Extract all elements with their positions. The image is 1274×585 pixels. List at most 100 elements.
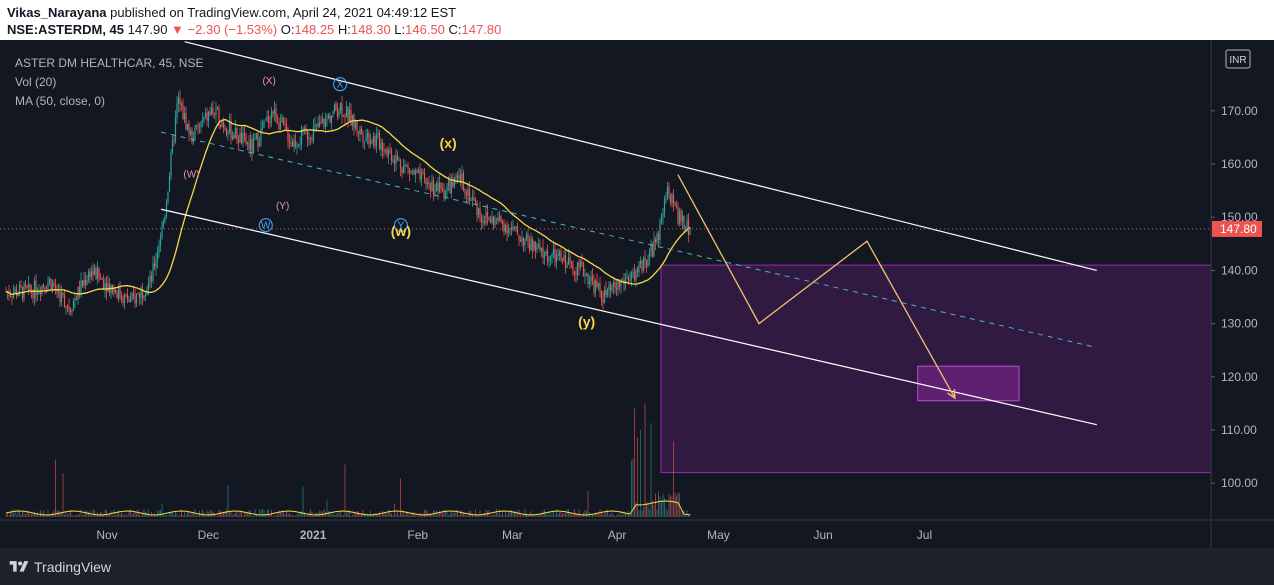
candle-body (218, 108, 220, 127)
tradingview-brand[interactable]: TradingView (8, 557, 111, 577)
candle-body (443, 190, 445, 197)
candle-body (35, 280, 37, 295)
volume-bar (227, 485, 229, 517)
volume-bar (593, 515, 595, 517)
channel-upper-line[interactable] (184, 41, 1097, 272)
candle-body (657, 233, 660, 240)
candle-body (149, 275, 151, 283)
volume-bar (440, 511, 442, 517)
volume-bar (359, 513, 361, 517)
projection-zone-box[interactable] (660, 264, 1212, 474)
candle-body (302, 128, 304, 131)
open-value: 148.25 (294, 22, 335, 37)
volume-bar (332, 511, 334, 517)
candle-body (513, 226, 516, 228)
candle-body (344, 115, 346, 118)
volume-bar (163, 514, 164, 517)
symbol-info: NSE:ASTERDM, 45 147.90 ▼ −2.30 (−1.53%) … (7, 21, 1267, 38)
channel-midline[interactable] (160, 131, 1097, 349)
wave-label-text: (W) (183, 169, 199, 180)
volume-bar (407, 513, 409, 517)
volume-bar (392, 514, 394, 517)
volume-bar (155, 515, 157, 517)
candle-body (83, 280, 85, 286)
volume-bar (287, 514, 289, 517)
candle-body (504, 225, 507, 232)
publish-info: Vikas_Narayana published on TradingView.… (7, 4, 1267, 21)
volume-bar (166, 515, 167, 517)
candle-body (399, 159, 402, 169)
candle-body (356, 121, 358, 132)
volume-bar (17, 509, 19, 517)
volume-bar (637, 437, 638, 517)
currency-button[interactable] (1225, 49, 1251, 69)
candle-body (53, 283, 55, 287)
candle-body (270, 111, 273, 123)
candle-body (423, 172, 426, 179)
price-chart[interactable]: (W) (X) (Y) X W Y(w) (x) (y) 100.00 110.00 120.00… (0, 40, 1274, 548)
volume-bar (29, 513, 31, 517)
legend-volume: Vol (20) (15, 75, 57, 89)
candle-body (569, 257, 571, 263)
volume-bar (485, 509, 487, 517)
chart-area[interactable]: (W) (X) (Y) X W Y (w) (x) (y) 100.00 110.00 120.00… (0, 40, 1274, 548)
volume-bar (625, 512, 626, 517)
candle-body (42, 285, 45, 287)
volume-bar (536, 514, 538, 517)
volume-bar (541, 513, 542, 517)
volume-bar (35, 514, 37, 517)
projection-path[interactable] (677, 174, 956, 399)
candle-body (467, 188, 469, 196)
time-tick-label: Mar (502, 528, 523, 542)
candle-body (180, 103, 183, 106)
volume-bar (439, 510, 440, 517)
volume-bar (665, 508, 667, 517)
candle-body (338, 110, 340, 117)
volume-bar (307, 515, 308, 517)
volume-bar (362, 509, 364, 517)
volume-bar (484, 513, 485, 517)
volume-bar (49, 515, 50, 517)
candle-body (285, 124, 288, 131)
volume-bar (622, 515, 623, 517)
volume-bar (178, 515, 179, 517)
candle-body (632, 272, 634, 273)
volume-bar (238, 515, 239, 517)
candle-body (554, 249, 556, 263)
candle-body (588, 281, 591, 285)
candle-body (434, 190, 436, 195)
volume-bar (223, 512, 224, 517)
volume-bar (658, 491, 659, 517)
volume-bar (50, 513, 52, 517)
channel-lower-line[interactable] (160, 208, 1097, 426)
volume-bar (79, 514, 80, 517)
candle-body (450, 181, 453, 194)
candle-body (216, 107, 219, 109)
volume-bar (128, 510, 130, 517)
candle-body (351, 114, 354, 126)
author-name[interactable]: Vikas_Narayana (7, 5, 107, 20)
candle-body (440, 182, 442, 189)
volume-bar (13, 513, 14, 517)
candle-body (336, 110, 339, 117)
currency-label: INR (1229, 55, 1246, 66)
candle-body (126, 294, 129, 301)
candle-body (441, 188, 444, 191)
candle-body (575, 273, 577, 275)
candle-body (32, 292, 34, 299)
volume-bar (115, 514, 116, 517)
volume-bar (299, 512, 301, 517)
candle-body (230, 121, 232, 139)
candle-body (138, 294, 141, 298)
volume-bar (226, 509, 227, 517)
candle-body (518, 235, 520, 240)
candle-body (485, 212, 487, 224)
candle-body (600, 291, 603, 300)
volume-bar (599, 509, 601, 517)
candle-body (425, 178, 427, 185)
candle-body (104, 283, 106, 290)
time-tick-label: Dec (198, 528, 219, 542)
candle-body (93, 267, 96, 275)
volume-bar (511, 510, 512, 517)
candle-body (539, 244, 541, 251)
